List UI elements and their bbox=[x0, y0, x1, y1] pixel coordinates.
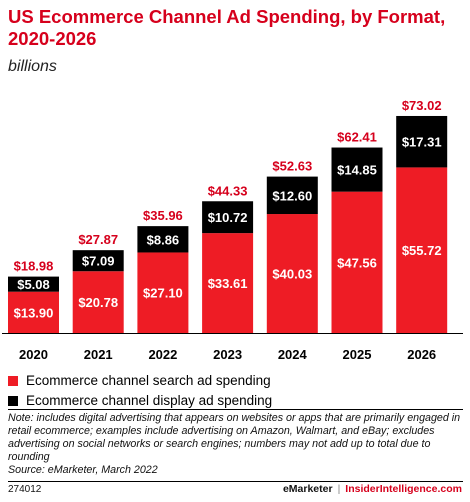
data-label-search-2022: $27.10 bbox=[143, 286, 183, 301]
footnote-note: Note: includes digital advertising that … bbox=[8, 412, 461, 463]
data-label-total-2025: $62.41 bbox=[337, 130, 377, 145]
legend-swatch-display bbox=[8, 396, 18, 406]
data-label-display-2026: $17.31 bbox=[402, 135, 442, 150]
brand-emarketer: eMarketer bbox=[282, 483, 333, 495]
data-label-total-2022: $35.96 bbox=[143, 208, 183, 223]
chart-id: 274012 bbox=[8, 484, 42, 495]
data-label-display-2022: $8.86 bbox=[147, 232, 180, 247]
x-tick-label-2022: 2022 bbox=[148, 347, 177, 362]
bar-search-2024 bbox=[266, 214, 318, 333]
bar-display-2020 bbox=[8, 276, 59, 292]
data-label-total-2026: $73.02 bbox=[402, 98, 442, 113]
bar-display-2026 bbox=[396, 115, 448, 168]
legend-item-display: Ecommerce channel display ad spending bbox=[8, 391, 272, 411]
bar-display-2025 bbox=[331, 147, 383, 192]
bar-search-2026 bbox=[396, 167, 448, 333]
data-label-total-2023: $44.33 bbox=[208, 183, 248, 198]
data-label-search-2020: $13.90 bbox=[14, 305, 54, 320]
bar-search-2023 bbox=[202, 233, 254, 333]
data-label-total-2024: $52.63 bbox=[272, 159, 312, 174]
stacked-bar-chart: $13.90 $5.08 $18.98 2020 $20.78 $7.09 $27.87 20… bbox=[2, 98, 463, 362]
footer-brand: eMarketer | InsiderIntelligence.com bbox=[283, 483, 462, 495]
data-label-display-2020: $5.08 bbox=[17, 277, 50, 292]
bar-display-2023 bbox=[202, 201, 254, 234]
bar-search-2021 bbox=[72, 271, 124, 333]
x-tick-label-2025: 2025 bbox=[343, 347, 372, 362]
x-tick-label-2021: 2021 bbox=[84, 347, 113, 362]
x-tick-label-2026: 2026 bbox=[407, 347, 436, 362]
data-label-search-2025: $47.56 bbox=[337, 255, 377, 270]
legend-swatch-search bbox=[8, 376, 18, 386]
x-tick-label-2023: 2023 bbox=[213, 347, 242, 362]
divider-top bbox=[8, 409, 463, 410]
data-label-total-2021: $27.87 bbox=[78, 232, 118, 247]
data-label-display-2024: $12.60 bbox=[272, 188, 312, 203]
brand-separator: | bbox=[337, 483, 341, 495]
legend-item-search: Ecommerce channel search ad spending bbox=[8, 371, 272, 391]
legend: Ecommerce channel search ad spending Eco… bbox=[8, 371, 272, 411]
bar-search-2020 bbox=[8, 291, 59, 333]
data-label-display-2025: $14.85 bbox=[337, 163, 377, 178]
bar-display-2021 bbox=[72, 250, 124, 272]
bar-search-2025 bbox=[331, 191, 383, 333]
bar-display-2022 bbox=[137, 226, 189, 253]
divider-bottom bbox=[8, 481, 463, 482]
x-tick-label-2024: 2024 bbox=[278, 347, 308, 362]
data-label-display-2023: $10.72 bbox=[208, 210, 248, 225]
legend-label-search: Ecommerce channel search ad spending bbox=[26, 373, 271, 388]
data-label-total-2020: $18.98 bbox=[14, 259, 54, 274]
x-tick-label-2020: 2020 bbox=[19, 347, 48, 362]
chart-subtitle: billions bbox=[8, 58, 57, 75]
bar-search-2022 bbox=[137, 252, 189, 333]
brand-insider-intelligence: InsiderIntelligence.com bbox=[345, 483, 462, 495]
data-label-search-2026: $55.72 bbox=[402, 243, 442, 258]
data-label-display-2021: $7.09 bbox=[82, 254, 115, 269]
chart-title: US Ecommerce Channel Ad Spending, by For… bbox=[8, 6, 446, 49]
legend-label-display: Ecommerce channel display ad spending bbox=[26, 393, 273, 408]
footnote: Note: includes digital advertising that … bbox=[8, 412, 468, 477]
bar-display-2024 bbox=[266, 176, 318, 215]
data-label-search-2023: $33.61 bbox=[208, 276, 248, 291]
footnote-source: Source: eMarketer, March 2022 bbox=[8, 464, 158, 476]
data-label-search-2021: $20.78 bbox=[78, 295, 118, 310]
data-label-search-2024: $40.03 bbox=[272, 267, 312, 282]
